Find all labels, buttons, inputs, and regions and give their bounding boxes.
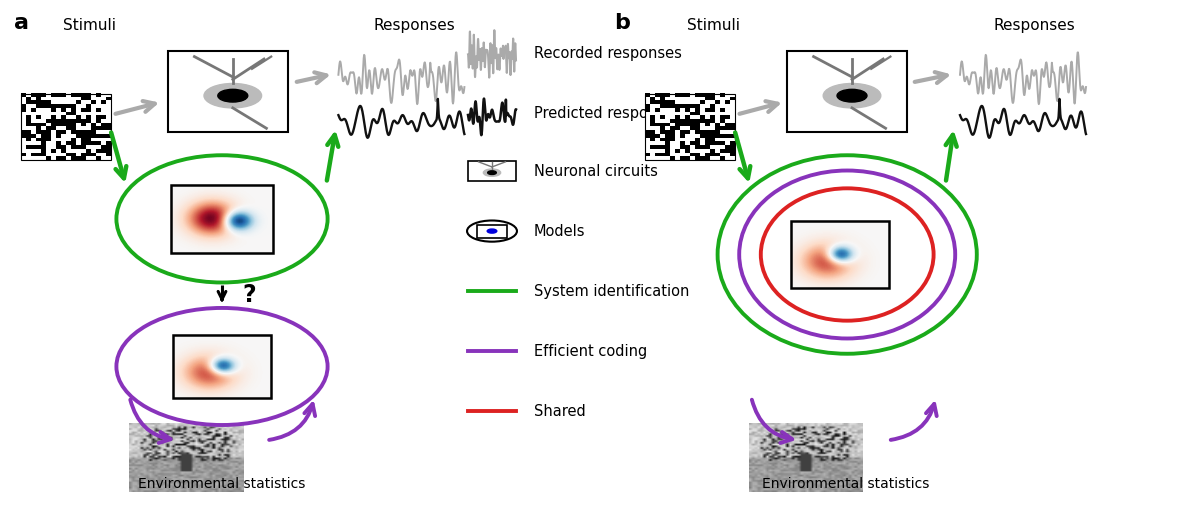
Text: Responses: Responses bbox=[373, 18, 455, 33]
Text: Stimuli: Stimuli bbox=[64, 18, 116, 33]
Text: ?: ? bbox=[242, 283, 256, 307]
Text: Stimuli: Stimuli bbox=[688, 18, 740, 33]
Text: Environmental statistics: Environmental statistics bbox=[762, 477, 930, 491]
Bar bbox=[173, 335, 271, 398]
Bar bbox=[170, 185, 272, 253]
Text: Models: Models bbox=[534, 223, 586, 239]
Circle shape bbox=[484, 169, 500, 176]
Bar bbox=[22, 94, 112, 160]
Text: Neuronal circuits: Neuronal circuits bbox=[534, 163, 658, 179]
Text: Responses: Responses bbox=[994, 18, 1075, 33]
Bar bbox=[168, 51, 288, 132]
Text: System identification: System identification bbox=[534, 284, 689, 299]
Circle shape bbox=[823, 83, 881, 108]
Text: Shared: Shared bbox=[534, 404, 586, 419]
Bar bbox=[791, 221, 889, 288]
Circle shape bbox=[487, 229, 497, 233]
Text: Efficient coding: Efficient coding bbox=[534, 344, 647, 359]
Circle shape bbox=[204, 83, 262, 108]
Text: Predicted responses: Predicted responses bbox=[534, 106, 682, 121]
Circle shape bbox=[218, 90, 247, 102]
Circle shape bbox=[838, 90, 866, 102]
Text: a: a bbox=[14, 13, 29, 33]
Bar bbox=[787, 51, 907, 132]
Bar bbox=[476, 224, 508, 238]
Text: Environmental statistics: Environmental statistics bbox=[138, 477, 306, 491]
Bar bbox=[468, 161, 516, 181]
Text: Recorded responses: Recorded responses bbox=[534, 46, 682, 61]
Text: b: b bbox=[614, 13, 630, 33]
Bar bbox=[646, 94, 734, 160]
Circle shape bbox=[467, 220, 517, 242]
Circle shape bbox=[487, 171, 497, 175]
